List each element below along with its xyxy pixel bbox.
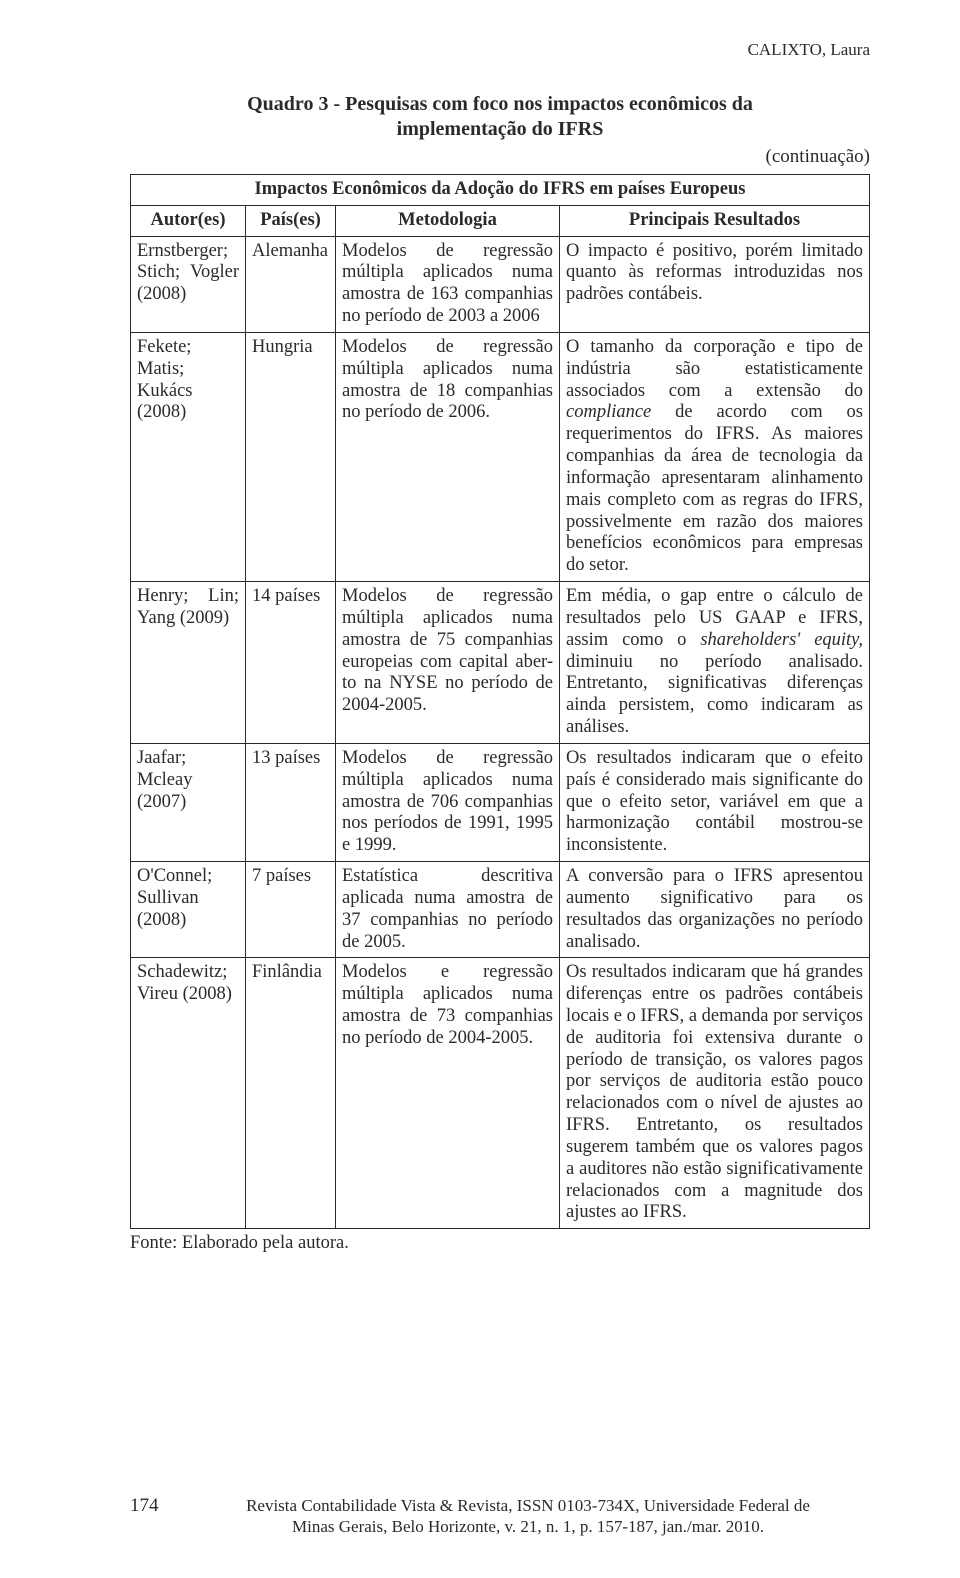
cell-country: 14 países xyxy=(246,582,336,744)
title-line-1: Quadro 3 - Pesquisas com foco nos impact… xyxy=(130,92,870,117)
source-note: Fonte: Elaborado pela autora. xyxy=(130,1233,870,1254)
table-row: Ernstberger; Stich; Vogler (2008) Aleman… xyxy=(131,236,870,332)
table-row: Jaafar; Mcleay (2007) 13 países Modelos … xyxy=(131,743,870,861)
cell-country: 7 países xyxy=(246,862,336,958)
impacts-table: Impactos Econômicos da Adoção do IFRS em… xyxy=(130,174,870,1229)
table-row: Fekete; Matis; Kukács (2008) Hungria Mod… xyxy=(131,332,870,581)
col-header-method: Metodologia xyxy=(336,205,560,236)
cell-author: Henry; Lin; Yang (2009) xyxy=(131,582,246,744)
col-header-author: Autor(es) xyxy=(131,205,246,236)
table-header-row: Autor(es) País(es) Metodologia Principai… xyxy=(131,205,870,236)
cell-method: Estatística descritiva aplicada numa amo… xyxy=(336,862,560,958)
table-super-header: Impactos Econômicos da Adoção do IFRS em… xyxy=(131,175,870,206)
cell-results: A conversão para o IFRS apresentou aumen… xyxy=(560,862,870,958)
cell-method: Modelos e regressão múltipla aplicados n… xyxy=(336,958,560,1229)
table-title: Quadro 3 - Pesquisas com foco nos impact… xyxy=(130,92,870,142)
table-row: O'Connel; Sullivan (2008) 7 países Estat… xyxy=(131,862,870,958)
title-line-2: implementação do IFRS xyxy=(130,117,870,142)
cell-results: Em média, o gap entre o cálculo de resul… xyxy=(560,582,870,744)
col-header-country: País(es) xyxy=(246,205,336,236)
cell-author: Fekete; Matis; Kukács (2008) xyxy=(131,332,246,581)
col-header-results: Principais Resultados xyxy=(560,205,870,236)
cell-results: O impacto é positivo, porém limitado qua… xyxy=(560,236,870,332)
cell-results: Os resultados indicaram que o efeito paí… xyxy=(560,743,870,861)
cell-country: Alemanha xyxy=(246,236,336,332)
table-row: Schadewitz; Vireu (2008) Finlândia Model… xyxy=(131,958,870,1229)
continuation-label: (continuação) xyxy=(130,146,870,168)
citation-line-2: Minas Gerais, Belo Horizonte, v. 21, n. … xyxy=(186,1516,870,1538)
cell-country: Hungria xyxy=(246,332,336,581)
cell-method: Modelos de regressão múltipla aplicados … xyxy=(336,236,560,332)
table-row: Henry; Lin; Yang (2009) 14 países Modelo… xyxy=(131,582,870,744)
cell-method: Modelos de regressão múltipla aplicados … xyxy=(336,582,560,744)
cell-results: O tamanho da corporação e tipo de indúst… xyxy=(560,332,870,581)
cell-author: Ernstberger; Stich; Vogler (2008) xyxy=(131,236,246,332)
cell-method: Modelos de regressão múltipla aplicados … xyxy=(336,743,560,861)
cell-country: Finlândia xyxy=(246,958,336,1229)
citation-line-1: Revista Contabilidade Vista & Revista, I… xyxy=(186,1495,870,1517)
page-footer: 174 Revista Contabilidade Vista & Revist… xyxy=(130,1495,870,1539)
cell-author: O'Connel; Sullivan (2008) xyxy=(131,862,246,958)
cell-method: Modelos de regressão múltipla aplicados … xyxy=(336,332,560,581)
journal-citation: Revista Contabilidade Vista & Revista, I… xyxy=(186,1495,870,1539)
cell-country: 13 países xyxy=(246,743,336,861)
cell-author: Jaafar; Mcleay (2007) xyxy=(131,743,246,861)
table-super-header-row: Impactos Econômicos da Adoção do IFRS em… xyxy=(131,175,870,206)
page-number: 174 xyxy=(130,1495,170,1517)
header-author: CALIXTO, Laura xyxy=(130,40,870,60)
cell-results: Os resultados indicaram que há grandes d… xyxy=(560,958,870,1229)
cell-author: Schadewitz; Vireu (2008) xyxy=(131,958,246,1229)
